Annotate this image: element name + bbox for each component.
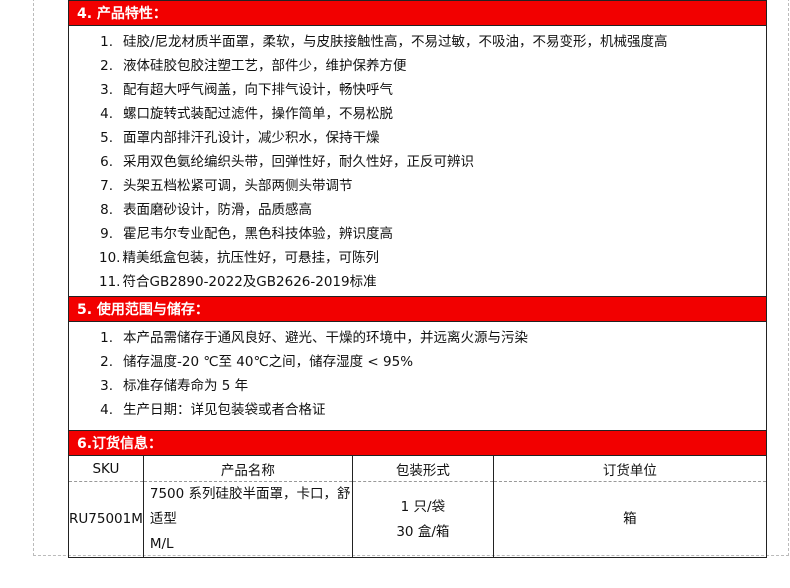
item-text: 符合GB2890-2022及GB2626-2019标准 [122, 274, 377, 290]
item-text: 硅胶/尼龙材质半面罩，柔软，与皮肤接触性高，不易过敏，不吸油，不易变形，机械强度… [123, 34, 668, 50]
item-number: 1. [100, 330, 113, 346]
list-item: 3. 标准存储寿命为 5 年 [69, 374, 766, 398]
item-text: 螺口旋转式装配过滤件，操作简单，不易松脱 [123, 106, 393, 122]
header-product-name: 产品名称 [142, 456, 353, 482]
item-text: 本产品需储存于通风良好、避光、干燥的环境中，并远离火源与污染 [123, 330, 528, 346]
cell-sku: RU75001M [69, 511, 143, 527]
item-text: 配有超大呼气阀盖，向下排气设计，畅快呼气 [123, 82, 393, 98]
list-item: 1. 硅胶/尼龙材质半面罩，柔软，与皮肤接触性高，不易过敏，不吸油，不易变形，机械… [69, 30, 766, 54]
item-number: 1. [100, 34, 113, 50]
product-name-line1: 7500 系列硅胶半面罩，卡口，舒适型 [149, 486, 351, 527]
product-spec-document: 4. 产品特性： 1. 硅胶/尼龙材质半面罩，柔软，与皮肤接触性高，不易过敏，不吸… [68, 0, 767, 558]
packaging-line2: 30 盒/箱 [396, 523, 450, 540]
item-text: 采用双色氨纶编织头带，回弹性好，耐久性好，正反可辨识 [123, 154, 474, 170]
item-text: 头架五档松紧可调，头部两侧头带调节 [123, 178, 353, 194]
item-number: 4. [100, 402, 113, 418]
list-item: 5. 面罩内部排汗孔设计，减少积水，保持干燥 [69, 126, 766, 150]
section-4-header: 4. 产品特性： [69, 0, 766, 26]
list-item: 8. 表面磨砂设计，防滑，品质感高 [69, 198, 766, 222]
item-text: 霍尼韦尔专业配色，黑色科技体验，辨识度高 [123, 226, 393, 242]
list-item: 11. 符合GB2890-2022及GB2626-2019标准 [69, 270, 766, 294]
list-item: 2. 储存温度-20 ℃至 40℃之间，储存湿度 < 95% [69, 350, 766, 374]
item-text: 面罩内部排汗孔设计，减少积水，保持干燥 [123, 130, 380, 146]
item-number: 2. [100, 58, 113, 74]
item-number: 3. [100, 82, 113, 98]
list-item: 4. 生产日期：详见包装袋或者合格证 [69, 398, 766, 422]
header-order-unit: 订货单位 [492, 456, 766, 482]
item-number: 4. [100, 106, 113, 122]
product-name-line2: M/L [149, 536, 174, 552]
item-number: 8. [100, 202, 113, 218]
item-text: 精美纸盒包装，抗压性好，可悬挂，可陈列 [122, 250, 379, 266]
order-table: SKU 产品名称 包装形式 订货单位 RU75001M 7500 系列硅胶半面罩… [69, 456, 766, 557]
cell-product-name: 7500 系列硅胶半面罩，卡口，舒适型 M/L [142, 481, 353, 557]
list-item: 1. 本产品需储存于通风良好、避光、干燥的环境中，并远离火源与污染 [69, 326, 766, 350]
item-text: 储存温度-20 ℃至 40℃之间，储存湿度 < 95% [123, 354, 414, 370]
item-number: 11. [99, 274, 121, 290]
item-number: 2. [100, 354, 113, 370]
packaging-line1: 1 只/袋 [400, 498, 446, 515]
header-packaging: 包装形式 [351, 456, 494, 482]
list-item: 6. 采用双色氨纶编织头带，回弹性好，耐久性好，正反可辨识 [69, 150, 766, 174]
cell-packaging: 1 只/袋 30 盒/箱 [351, 481, 494, 557]
item-text: 表面磨砂设计，防滑，品质感高 [123, 202, 312, 218]
section-5-header: 5. 使用范围与储存： [69, 296, 766, 322]
list-item: 9. 霍尼韦尔专业配色，黑色科技体验，辨识度高 [69, 222, 766, 246]
item-text: 标准存储寿命为 5 年 [123, 378, 249, 394]
item-text: 液体硅胶包胶注塑工艺，部件少，维护保养方便 [123, 58, 407, 74]
item-number: 5. [100, 130, 113, 146]
item-text: 生产日期：详见包装袋或者合格证 [123, 402, 326, 418]
cell-order-unit: 箱 [492, 481, 766, 557]
item-number: 6. [100, 154, 113, 170]
item-number: 10. [99, 250, 121, 266]
list-item: 7. 头架五档松紧可调，头部两侧头带调节 [69, 174, 766, 198]
item-number: 3. [100, 378, 113, 394]
item-number: 9. [100, 226, 113, 242]
features-list: 1. 硅胶/尼龙材质半面罩，柔软，与皮肤接触性高，不易过敏，不吸油，不易变形，机械… [69, 26, 766, 296]
section-6-header: 6.订货信息： [69, 430, 766, 456]
header-sku: SKU [69, 456, 144, 482]
item-number: 7. [100, 178, 113, 194]
table-header-row: SKU 产品名称 包装形式 订货单位 [69, 456, 766, 482]
list-item: 3. 配有超大呼气阀盖，向下排气设计，畅快呼气 [69, 78, 766, 102]
list-item: 2. 液体硅胶包胶注塑工艺，部件少，维护保养方便 [69, 54, 766, 78]
storage-list: 1. 本产品需储存于通风良好、避光、干燥的环境中，并远离火源与污染 2. 储存温度-2… [69, 322, 766, 430]
table-row: RU75001M 7500 系列硅胶半面罩，卡口，舒适型 M/L 1 只/袋 3… [69, 481, 766, 557]
list-item: 4. 螺口旋转式装配过滤件，操作简单，不易松脱 [69, 102, 766, 126]
list-item: 10. 精美纸盒包装，抗压性好，可悬挂，可陈列 [69, 246, 766, 270]
